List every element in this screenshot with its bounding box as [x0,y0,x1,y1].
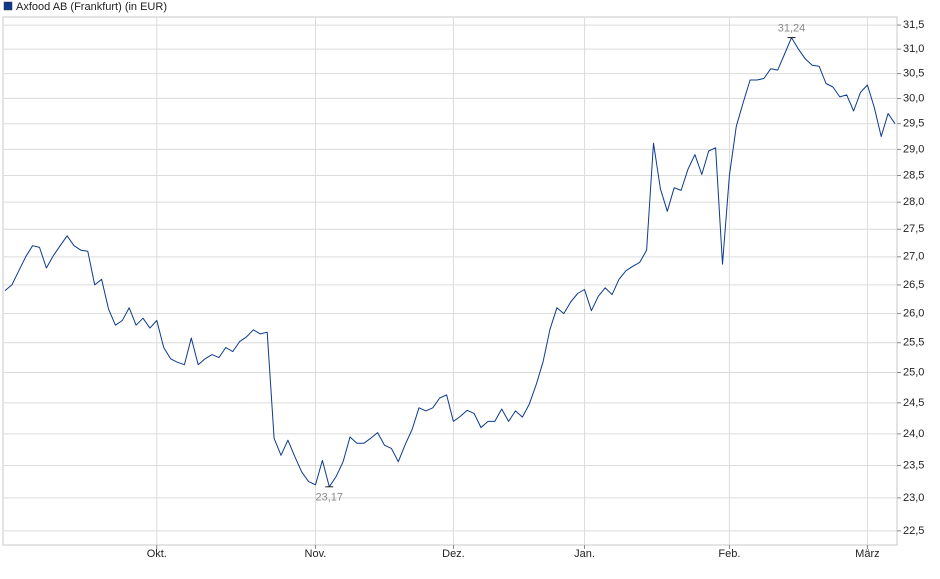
x-tick-label: Nov. [305,548,327,560]
legend-label: Axfood AB (Frankfurt) (in EUR) [16,1,167,13]
x-tick-label: Jan. [574,548,595,560]
y-tick-label: 24,0 [903,428,924,440]
y-tick-label: 29,0 [903,143,924,155]
x-tick-label: Okt. [147,548,167,560]
y-tick-label: 31,0 [903,43,924,55]
y-tick-label: 25,5 [903,337,924,349]
y-tick-label: 30,5 [903,67,924,79]
extreme-label: 31,24 [778,22,806,34]
y-tick-label: 23,5 [903,459,924,471]
legend-swatch [3,1,13,11]
y-tick-label: 26,5 [903,279,924,291]
plot-frame [2,16,898,546]
price-line [4,37,896,488]
y-tick-label: 28,5 [903,169,924,181]
y-tick-label: 24,5 [903,397,924,409]
y-tick-label: 25,0 [903,366,924,378]
y-tick-label: 29,5 [903,118,924,130]
y-tick-label: 27,5 [903,223,924,235]
y-tick-label: 30,0 [903,92,924,104]
y-tick-label: 27,0 [903,251,924,263]
x-tick-label: Feb. [718,548,740,560]
x-tick-label: Dez. [442,548,465,560]
y-tick-label: 26,0 [903,307,924,319]
x-tick-label: März [855,548,879,560]
y-tick-label: 22,5 [903,525,924,537]
extreme-label: 23,17 [315,492,343,504]
y-tick-label: 23,0 [903,492,924,504]
y-tick-label: 28,0 [903,196,924,208]
y-tick-label: 31,5 [903,19,924,31]
